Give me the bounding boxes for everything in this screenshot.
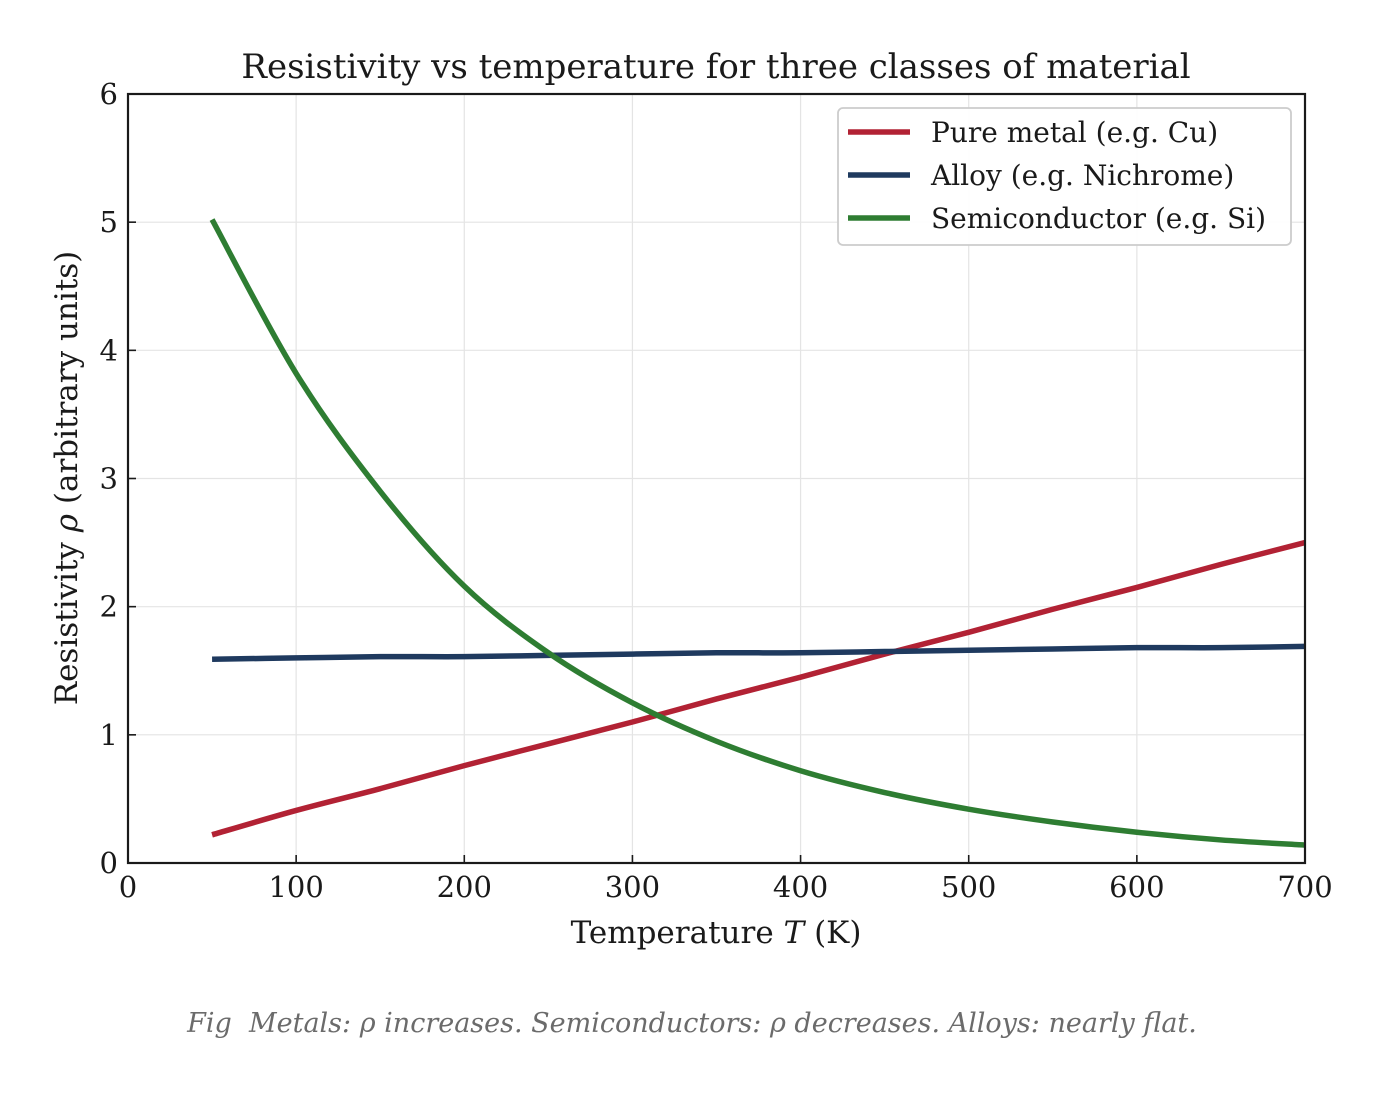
y-tick-label: 0 — [100, 846, 118, 880]
legend-box — [837, 107, 1292, 246]
legend: Pure metal (e.g. Cu) Alloy (e.g. Nichrome… — [837, 107, 1292, 246]
x-tick-label: 500 — [941, 870, 996, 904]
y-tick-label: 1 — [100, 718, 118, 752]
chart-title: Resistivity vs temperature for three cla… — [241, 47, 1190, 87]
x-tick-label: 700 — [1277, 870, 1332, 904]
series-lines — [209, 218, 1306, 848]
legend-label: Pure metal (e.g. Cu) — [931, 116, 1218, 149]
x-tick-label: 300 — [605, 870, 660, 904]
caption-prefix: Fig — [187, 1008, 232, 1039]
y-tick-label: 4 — [100, 333, 118, 367]
series-line-2 — [212, 643, 1306, 662]
series-line-3 — [209, 218, 1306, 848]
axis-ticks: 0 100 200 300 400 500 600 700 0 1 2 3 4 5 6 — [100, 77, 1333, 904]
legend-label: Alloy (e.g. Nichrome) — [930, 159, 1234, 192]
x-tick-label: 100 — [268, 870, 323, 904]
figure-caption: Fig Metals: ρ increases. Semiconductors:… — [0, 1008, 1384, 1039]
x-tick-label: 600 — [1109, 870, 1164, 904]
legend-label: Semiconductor (e.g. Si) — [931, 202, 1266, 235]
resistivity-chart: 0 100 200 300 400 500 600 700 0 1 2 3 4 5 6 Pure metal… — [49, 47, 1333, 951]
y-tick-label: 3 — [100, 462, 118, 496]
x-tick-label: 400 — [773, 870, 828, 904]
x-tick-label: 200 — [437, 870, 492, 904]
caption-text: Metals: ρ increases. Semiconductors: ρ d… — [248, 1008, 1197, 1039]
y-tick-label: 6 — [100, 77, 118, 111]
y-axis-label: Resistivity ρ (arbitrary units) — [49, 251, 85, 706]
y-tick-label: 5 — [100, 205, 118, 239]
x-axis-label: Temperature T (K) — [571, 915, 862, 951]
x-tick-label: 0 — [119, 870, 137, 904]
series-line-1 — [211, 539, 1306, 838]
y-tick-label: 2 — [100, 590, 118, 624]
